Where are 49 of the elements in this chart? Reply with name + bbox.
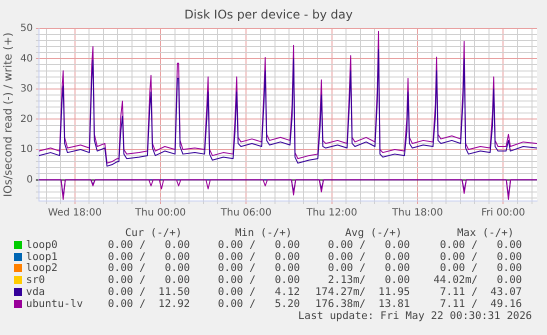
legend-label: vda: [26, 286, 45, 298]
y-axis-title: IOs/second read (-) / write (+): [1, 32, 14, 197]
text: 174.27m/ 11.95: [315, 286, 410, 298]
text: Last update: Fri May 22 00:30:31 2026: [298, 310, 532, 322]
x-tick-label: Fri 00:00: [481, 208, 526, 219]
text: Max (-/+): [457, 227, 514, 239]
x-tick-label: Thu 00:00: [134, 208, 186, 219]
y-tick-label: 20: [20, 114, 33, 125]
text: 0.00 / 0.00: [328, 238, 410, 251]
text: 2.13m/ 0.00: [328, 274, 410, 286]
x-tick-label: Wed 18:00: [48, 208, 102, 219]
text: 0.00 / 11.50: [108, 286, 190, 298]
text: 7.11 / 49.16: [440, 298, 522, 310]
text: 0.00 / 0.00: [108, 274, 190, 286]
text: 0.00 / 0.00: [328, 262, 410, 274]
text: 0.00 / 4.12: [218, 286, 300, 298]
y-tick-label: 30: [20, 84, 33, 95]
text: 0.00 / 0.00: [218, 274, 300, 286]
text: 0.00 / 0.00: [218, 262, 300, 274]
text: Cur (-/+): [125, 227, 182, 239]
text: 0.00 / 0.00: [218, 238, 300, 251]
x-tick-label: Thu 06:00: [220, 208, 272, 219]
legend-label: ubuntu-lv: [26, 298, 83, 310]
text: 0.00 / 12.92: [108, 298, 190, 310]
y-tick-label: 0: [26, 174, 33, 186]
y-tick-label: 10: [20, 144, 33, 156]
text: 0.00 / 0.00: [108, 262, 190, 274]
text: 0.00 / 0.00: [108, 238, 190, 251]
text: 44.02m/ 0.00: [433, 274, 522, 286]
x-tick-label: Thu 12:00: [305, 208, 358, 219]
text: 0.00 / 5.20: [218, 298, 300, 310]
legend-label: loop1: [26, 250, 58, 263]
text: 176.38m/ 13.81: [315, 298, 410, 310]
text: Min (-/+): [235, 227, 292, 239]
text: Avg (-/+): [345, 227, 402, 239]
y-tick-label: 50: [20, 22, 33, 34]
chart-title: Disk IOs per device - by day: [184, 7, 353, 22]
legend-label: loop0: [26, 238, 58, 251]
text: 0.00 / 0.00: [440, 238, 522, 251]
text: 7.11 / 43.07: [440, 286, 522, 298]
text: 0.00 / 0.00: [328, 250, 410, 263]
text: 0.00 / 0.00: [108, 250, 190, 263]
x-tick-label: Thu 18:00: [391, 208, 443, 219]
text: 0.00 / 0.00: [440, 250, 522, 263]
text: 0.00 / 0.00: [440, 262, 522, 274]
text: 0.00 / 0.00: [218, 250, 300, 263]
y-tick-label: 40: [20, 53, 33, 64]
legend-label: sr0: [26, 274, 45, 286]
legend-label: loop2: [26, 262, 58, 274]
